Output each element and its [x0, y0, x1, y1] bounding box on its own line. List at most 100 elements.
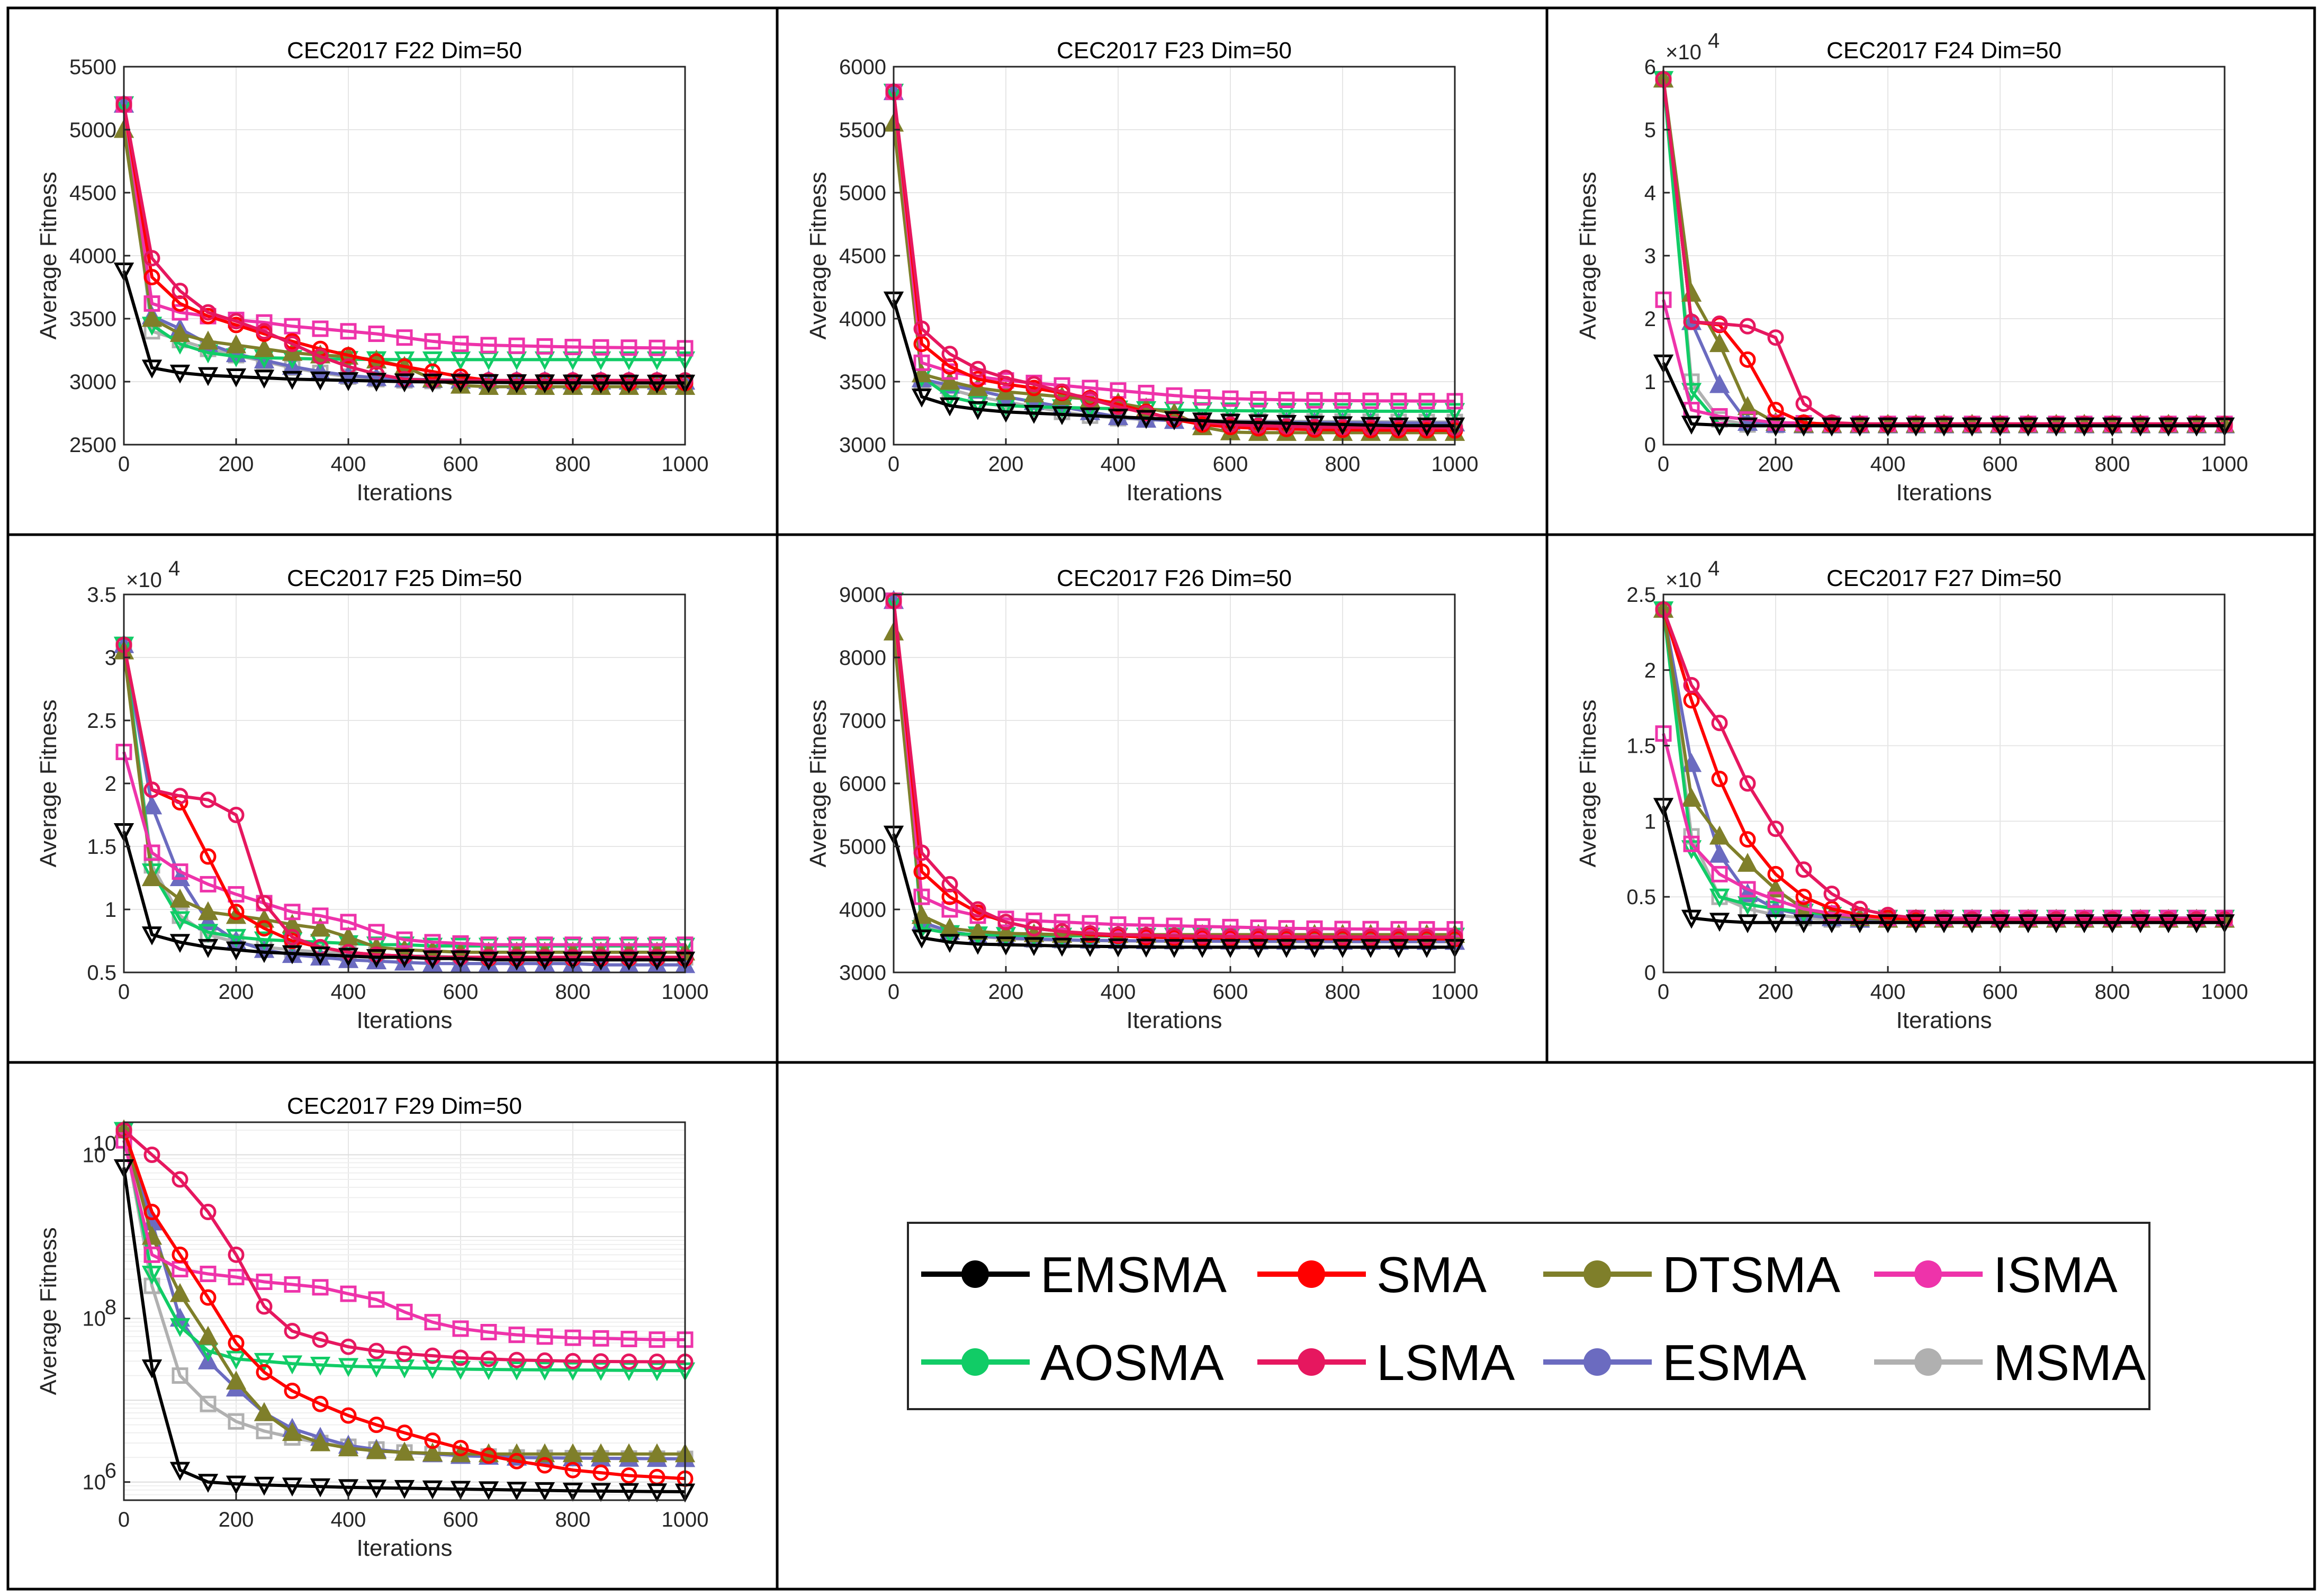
data-point: [394, 949, 415, 968]
data-point: [562, 374, 583, 394]
data-point: [2130, 417, 2151, 437]
data-point: [2188, 416, 2205, 432]
data-point: [254, 1352, 275, 1372]
series-group: [113, 94, 696, 395]
x-tick-label: 1000: [2201, 453, 2248, 476]
y-tick-label: 2: [1644, 659, 1656, 682]
data-point: [450, 374, 471, 393]
data-point: [1390, 928, 1407, 945]
data-point: [310, 1432, 331, 1451]
data-point: [256, 323, 273, 340]
data-point: [646, 1443, 668, 1463]
x-tick-label: 400: [1870, 453, 1906, 476]
series-isma: [115, 96, 694, 357]
legend-marker: [1298, 1260, 1325, 1288]
data-point: [172, 863, 188, 880]
y-tick-label: 0: [1644, 961, 1656, 985]
data-point: [228, 1269, 245, 1286]
data-point: [1250, 928, 1267, 945]
data-point: [911, 930, 932, 949]
series-line: [1662, 609, 2225, 921]
data-point: [649, 339, 665, 356]
data-point: [2160, 416, 2177, 432]
data-point: [282, 371, 303, 390]
data-point: [1194, 389, 1211, 406]
data-point: [143, 295, 160, 312]
data-point: [1248, 414, 1269, 434]
data-point: [1933, 914, 1955, 934]
y-tick-label: 1.5: [1626, 735, 1656, 758]
data-point: [1709, 374, 1730, 393]
legend-marker: [1583, 1348, 1611, 1376]
data-point: [1905, 417, 1927, 437]
x-tick-label: 0: [1658, 453, 1669, 476]
y-tick-exponent: 8: [105, 1296, 116, 1319]
data-point: [1765, 914, 1786, 934]
data-point: [143, 268, 160, 285]
data-point: [169, 364, 191, 384]
data-point: [1823, 905, 1840, 922]
y-tick-label: 4500: [69, 182, 116, 205]
axis-multiplier: ×10: [1666, 41, 1702, 64]
data-point: [396, 1303, 413, 1320]
axis-multiplier-exponent: 4: [1708, 557, 1720, 580]
data-point: [534, 374, 555, 394]
data-point: [368, 1291, 385, 1308]
data-point: [1416, 403, 1437, 422]
data-point: [396, 931, 413, 948]
data-point: [1166, 387, 1183, 404]
data-point: [169, 1462, 191, 1481]
data-point: [226, 334, 247, 354]
data-point: [366, 1440, 387, 1459]
data-point: [2046, 914, 2067, 934]
y-tick-label: 6: [1644, 56, 1656, 79]
data-point: [478, 374, 499, 393]
data-point: [1108, 409, 1129, 428]
data-point: [967, 401, 988, 420]
chart-panel: 0 200 400 600 800 1000 0.5 1 1.5 2 2.5 3 3.5 ×10 4 CEC2…: [35, 557, 708, 1033]
tick-labels: 0 200 400 600 800 1000 0.5 1 1.5 2 2.5 3 3.5: [87, 583, 708, 1004]
data-point: [254, 1402, 275, 1421]
data-point: [172, 304, 188, 321]
data-point: [197, 367, 219, 386]
series-isma: [115, 744, 694, 953]
data-point: [1418, 928, 1435, 945]
data-point: [2158, 417, 2179, 437]
x-tick-label: 0: [118, 980, 130, 1004]
data-point: [340, 914, 357, 931]
data-point: [592, 1464, 609, 1481]
data-point: [422, 937, 443, 957]
chart-panel: 0 200 400 600 800 1000 3000 4000 5000 6000 7000 800…: [805, 565, 1478, 1033]
x-tick-label: 400: [1870, 980, 1906, 1004]
data-point: [143, 1246, 160, 1263]
data-point: [338, 372, 359, 391]
data-point: [254, 931, 275, 951]
data-point: [424, 333, 441, 350]
data-point: [1879, 416, 1896, 432]
data-point: [562, 951, 583, 971]
data-point: [2102, 417, 2123, 437]
data-point: [422, 950, 443, 970]
x-axis-label: Iterations: [357, 1535, 453, 1561]
x-tick-label: 0: [118, 1508, 130, 1531]
data-point: [939, 389, 960, 408]
series-emsma: [1653, 798, 2235, 934]
data-point: [1166, 917, 1183, 934]
data-point: [169, 911, 191, 931]
data-point: [422, 1480, 443, 1500]
axis-multiplier: ×10: [126, 569, 162, 592]
legend-label: SMA: [1376, 1247, 1487, 1303]
y-tick-label: 2: [105, 772, 116, 796]
chart-title: CEC2017 F23 Dim=50: [1057, 38, 1292, 64]
data-point: [1739, 775, 1756, 792]
data-point: [1877, 417, 1898, 437]
x-axis-label: Iterations: [1127, 480, 1222, 506]
data-point: [422, 373, 443, 393]
x-tick-label: 600: [1983, 453, 2018, 476]
data-point: [1767, 891, 1784, 908]
data-point: [172, 283, 188, 300]
data-point: [1709, 888, 1730, 908]
axis-multiplier: ×10: [1666, 569, 1702, 592]
legend-marker: [961, 1260, 989, 1288]
